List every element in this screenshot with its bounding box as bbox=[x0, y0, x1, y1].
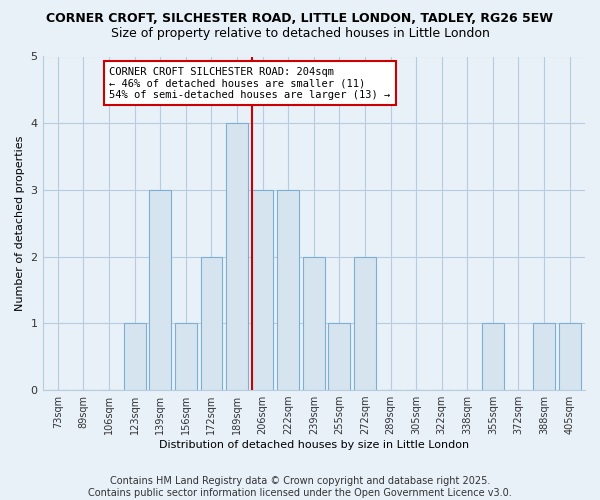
Bar bbox=[252, 190, 274, 390]
Bar bbox=[149, 190, 171, 390]
X-axis label: Distribution of detached houses by size in Little London: Distribution of detached houses by size … bbox=[159, 440, 469, 450]
Bar bbox=[533, 324, 555, 390]
Text: CORNER CROFT, SILCHESTER ROAD, LITTLE LONDON, TADLEY, RG26 5EW: CORNER CROFT, SILCHESTER ROAD, LITTLE LO… bbox=[47, 12, 554, 26]
Bar bbox=[354, 256, 376, 390]
Bar bbox=[175, 324, 197, 390]
Bar bbox=[200, 256, 222, 390]
Bar bbox=[559, 324, 581, 390]
Text: Size of property relative to detached houses in Little London: Size of property relative to detached ho… bbox=[110, 28, 490, 40]
Bar bbox=[303, 256, 325, 390]
Text: CORNER CROFT SILCHESTER ROAD: 204sqm
← 46% of detached houses are smaller (11)
5: CORNER CROFT SILCHESTER ROAD: 204sqm ← 4… bbox=[109, 66, 391, 100]
Y-axis label: Number of detached properties: Number of detached properties bbox=[15, 136, 25, 311]
Bar bbox=[226, 123, 248, 390]
Bar bbox=[482, 324, 504, 390]
Text: Contains HM Land Registry data © Crown copyright and database right 2025.
Contai: Contains HM Land Registry data © Crown c… bbox=[88, 476, 512, 498]
Bar bbox=[124, 324, 146, 390]
Bar bbox=[277, 190, 299, 390]
Bar bbox=[328, 324, 350, 390]
